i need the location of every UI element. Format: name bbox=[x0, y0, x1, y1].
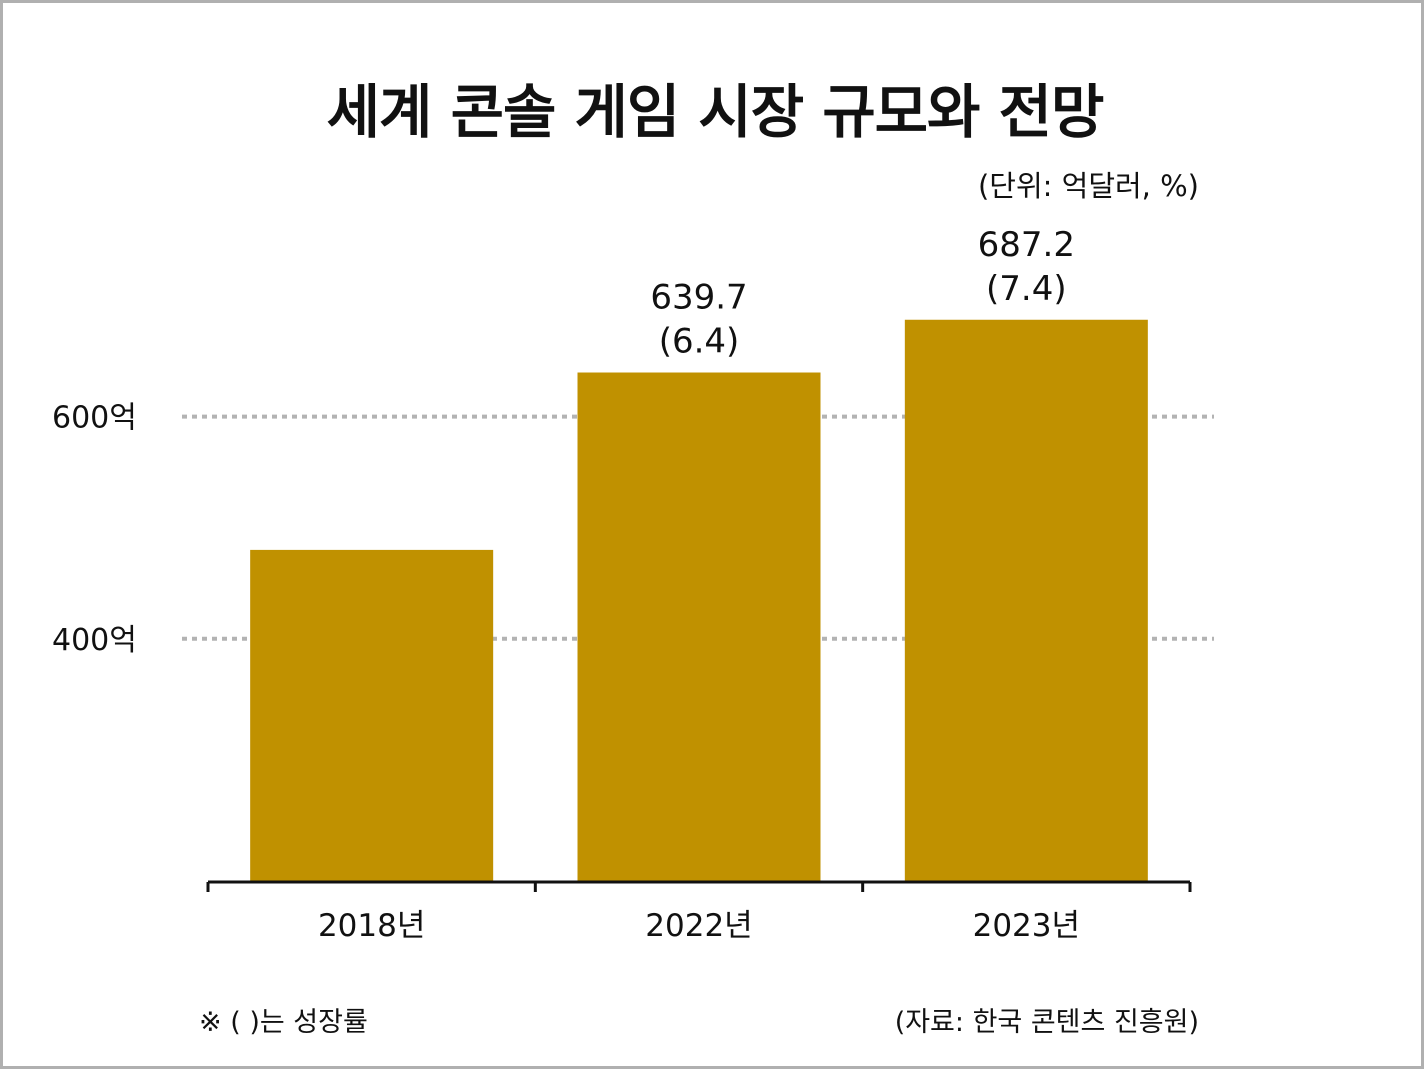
bar-2 bbox=[577, 372, 821, 882]
bar-3 bbox=[904, 319, 1148, 882]
source-label: (자료: 한국 콘텐츠 진흥원) bbox=[894, 1007, 1199, 1038]
growth-label-2: (6.4) bbox=[659, 322, 740, 362]
data-label-2: 639.7 bbox=[650, 278, 747, 318]
y-tick-label-400: 400억 bbox=[52, 623, 137, 658]
bar-chart: 400억 600억 2018년 2022년 639.7(6.4) 2023년 687.2(7… bbox=[52, 225, 1214, 944]
growth-label-3: (7.4) bbox=[986, 269, 1067, 309]
unit-label: (단위: 억달러, %) bbox=[977, 169, 1199, 203]
chart-title: 세계 콘솔 게임 시장 규모와 전망 bbox=[326, 78, 1105, 146]
x-tick-label-3: 2023년 bbox=[973, 908, 1080, 944]
data-label-3: 687.2 bbox=[978, 225, 1075, 265]
y-tick-label-600: 600억 bbox=[52, 401, 137, 436]
bar-1 bbox=[250, 549, 494, 882]
x-tick-label-2: 2022년 bbox=[645, 908, 752, 944]
growth-note: ※ ( )는 성장률 bbox=[199, 1007, 368, 1038]
x-tick-label-1: 2018년 bbox=[318, 908, 425, 944]
